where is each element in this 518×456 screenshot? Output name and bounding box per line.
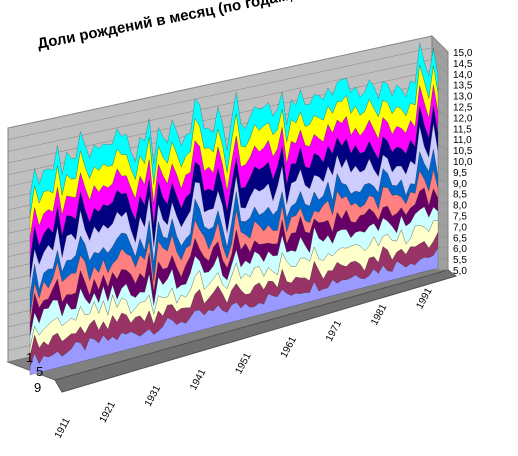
gridline-side xyxy=(431,35,449,53)
z-tick-label: 10,0 xyxy=(453,157,473,168)
z-tick-label: 11,5 xyxy=(453,124,472,135)
z-tick-label: 9,5 xyxy=(453,168,467,179)
z-tick-label: 15,0 xyxy=(453,48,473,59)
depth-tick-label: 9 xyxy=(34,380,41,395)
z-tick-label: 7,0 xyxy=(453,222,467,233)
z-tick-label: 14,0 xyxy=(453,70,473,81)
x-tick-label: 1971 xyxy=(324,318,344,343)
z-tick-label: 13,5 xyxy=(453,81,473,92)
z-tick-label: 9,0 xyxy=(453,179,467,190)
gridline xyxy=(7,59,433,152)
x-tick-label: 1961 xyxy=(279,335,299,360)
gridline xyxy=(7,35,433,129)
z-tick-label: 12,0 xyxy=(453,113,473,124)
floor-edge xyxy=(54,269,458,393)
x-tick-label: 1981 xyxy=(369,302,389,327)
z-tick-label: 8,5 xyxy=(453,190,467,201)
x-tick-label: 1991 xyxy=(414,286,434,311)
z-tick-label: 5,5 xyxy=(453,255,467,266)
x-tick-label: 1911 xyxy=(53,416,73,441)
x-tick-label: 1921 xyxy=(98,400,118,425)
z-tick-label: 11,0 xyxy=(453,135,472,146)
z-tick-label: 12,5 xyxy=(453,103,473,114)
x-tick-label: 1941 xyxy=(188,367,208,392)
gridline-side xyxy=(431,47,449,64)
x-tick-label: 1931 xyxy=(143,383,163,408)
depth-tick-label: 5 xyxy=(36,364,43,379)
depth-tick-label: 1 xyxy=(26,350,33,365)
series-band-1 xyxy=(29,247,439,376)
z-tick-label: 5,0 xyxy=(453,266,467,277)
z-tick-label: 13,0 xyxy=(453,92,473,103)
z-tick-label: 7,5 xyxy=(453,212,467,223)
x-tick-label: 1951 xyxy=(233,351,253,376)
z-tick-label: 10,5 xyxy=(453,146,473,157)
gridline xyxy=(7,47,433,140)
z-tick-label: 8,0 xyxy=(453,201,467,212)
z-tick-label: 6,0 xyxy=(453,244,467,255)
z-tick-label: 14,5 xyxy=(453,59,473,70)
z-tick-label: 6,5 xyxy=(453,233,467,244)
